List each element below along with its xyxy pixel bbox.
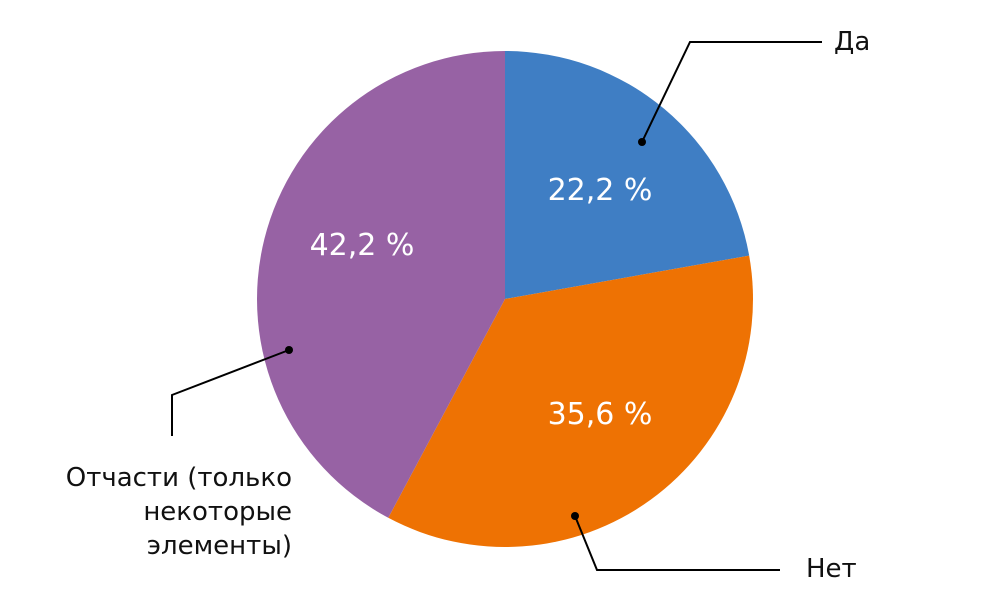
category-label-line: Отчасти (только [66, 463, 292, 493]
pie-slice-3 [257, 51, 505, 518]
percent-labels-layer: 22,2 % 35,6 % 42,2 % [310, 173, 653, 432]
leader-lines-layer [171, 41, 822, 571]
slice-percent-label: 22,2 % [548, 173, 653, 208]
leader-dot [571, 512, 579, 520]
leader-dot [285, 346, 293, 354]
category-label: Нет [806, 554, 857, 584]
category-label-line: элементы) [147, 531, 292, 561]
leader-line [641, 41, 822, 143]
slice-percent-label: 35,6 % [548, 397, 653, 432]
category-label-line: Да [834, 27, 870, 57]
category-label-line: некоторые [143, 497, 292, 527]
pie-slice-1 [505, 51, 750, 299]
pie-slice-2 [388, 255, 753, 547]
category-label: Да [834, 27, 870, 57]
slice-percent-label: 42,2 % [310, 228, 415, 263]
leader-dot [638, 138, 646, 146]
category-label: Отчасти (только некоторые элементы) [66, 463, 292, 561]
category-label-line: Нет [806, 554, 857, 584]
category-labels-layer: Да Нет Отчасти (только некоторые элементы) [66, 27, 871, 584]
leader-line [574, 515, 780, 571]
slices-layer [257, 51, 753, 547]
leader-line [171, 349, 290, 436]
